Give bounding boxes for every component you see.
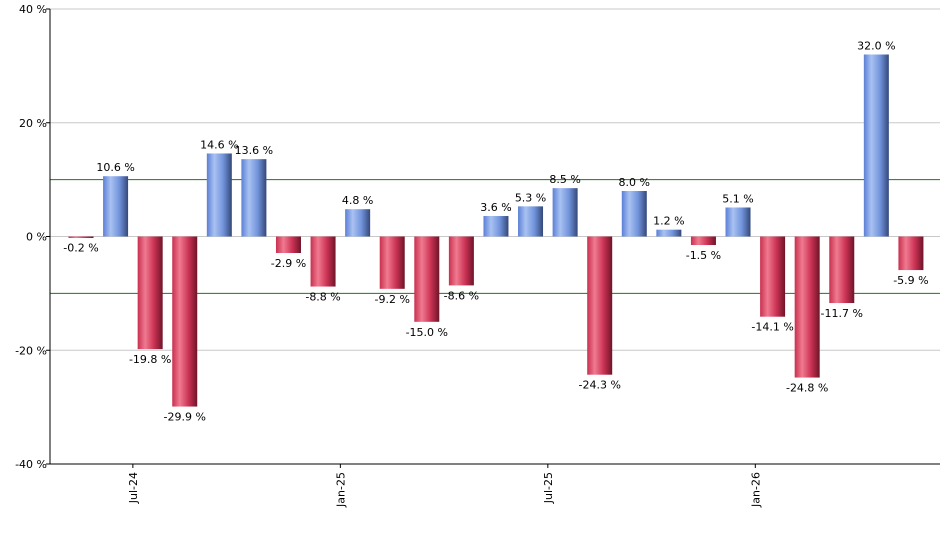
data-label: -11.7 %	[821, 307, 863, 320]
data-label: 8.0 %	[619, 176, 650, 189]
data-label: 3.6 %	[480, 201, 511, 214]
bar	[241, 159, 267, 237]
bar	[656, 229, 682, 237]
bar	[621, 191, 647, 237]
reference-lines	[50, 179, 940, 294]
data-label: -19.8 %	[129, 353, 171, 366]
bar	[587, 236, 613, 375]
data-label: 5.3 %	[515, 191, 546, 204]
data-label: 5.1 %	[722, 192, 753, 205]
data-label: -0.2 %	[63, 242, 98, 255]
bar	[68, 236, 94, 238]
bar	[137, 236, 163, 350]
y-tick-label: 0 %	[26, 231, 47, 244]
bar	[863, 54, 889, 237]
data-label: 10.6 %	[96, 161, 134, 174]
data-label: 4.8 %	[342, 194, 373, 207]
data-label: -15.0 %	[406, 326, 448, 339]
bars	[68, 54, 924, 407]
data-label: 8.5 %	[549, 173, 580, 186]
x-tick-label: Jan-25	[334, 472, 347, 508]
data-label: 14.6 %	[200, 138, 238, 151]
bar	[483, 216, 509, 237]
data-label: -5.9 %	[893, 274, 928, 287]
data-label: -24.8 %	[786, 382, 828, 395]
y-tick-label: 40 %	[19, 3, 47, 16]
bar	[898, 236, 924, 271]
x-tick-label: Jan-26	[749, 472, 762, 508]
y-tick-label: -40 %	[15, 458, 47, 471]
bar	[172, 236, 198, 407]
x-tick-label: Jul-24	[127, 472, 140, 504]
bar	[829, 236, 855, 304]
data-label: -1.5 %	[686, 249, 721, 262]
bar	[310, 236, 336, 287]
data-label: -9.2 %	[375, 293, 410, 306]
axes: -40 % -20 % 0 % 20 % 40 % Jul-24 Jan-25 Jul-25 J…	[15, 3, 940, 508]
bar	[206, 153, 232, 237]
bar	[725, 207, 751, 237]
data-label: -8.6 %	[444, 289, 479, 302]
bar	[379, 236, 405, 289]
bar	[794, 236, 820, 378]
data-label: -2.9 %	[271, 257, 306, 270]
bar	[275, 236, 301, 253]
data-labels: -0.2 % 10.6 % -19.8 % -29.9 % 14.6 %13.6 % -2…	[63, 40, 928, 424]
data-label: -8.8 %	[305, 291, 340, 304]
data-label: 32.0 %	[857, 40, 895, 53]
bar	[345, 209, 371, 237]
bar	[448, 236, 474, 286]
bar	[552, 188, 578, 237]
y-tick-label: 20 %	[19, 117, 47, 130]
data-label: 1.2 %	[653, 215, 684, 228]
bar	[518, 206, 544, 237]
x-tick-label: Jul-25	[542, 472, 555, 504]
data-label: -24.3 %	[578, 379, 620, 392]
data-label: 13.6 %	[235, 144, 273, 157]
data-label: -29.9 %	[164, 411, 206, 424]
bar	[414, 236, 440, 322]
y-tick-label: -20 %	[15, 344, 47, 357]
bar	[760, 236, 786, 317]
bar	[690, 236, 716, 246]
bar	[103, 176, 129, 237]
data-label: -14.1 %	[751, 321, 793, 334]
